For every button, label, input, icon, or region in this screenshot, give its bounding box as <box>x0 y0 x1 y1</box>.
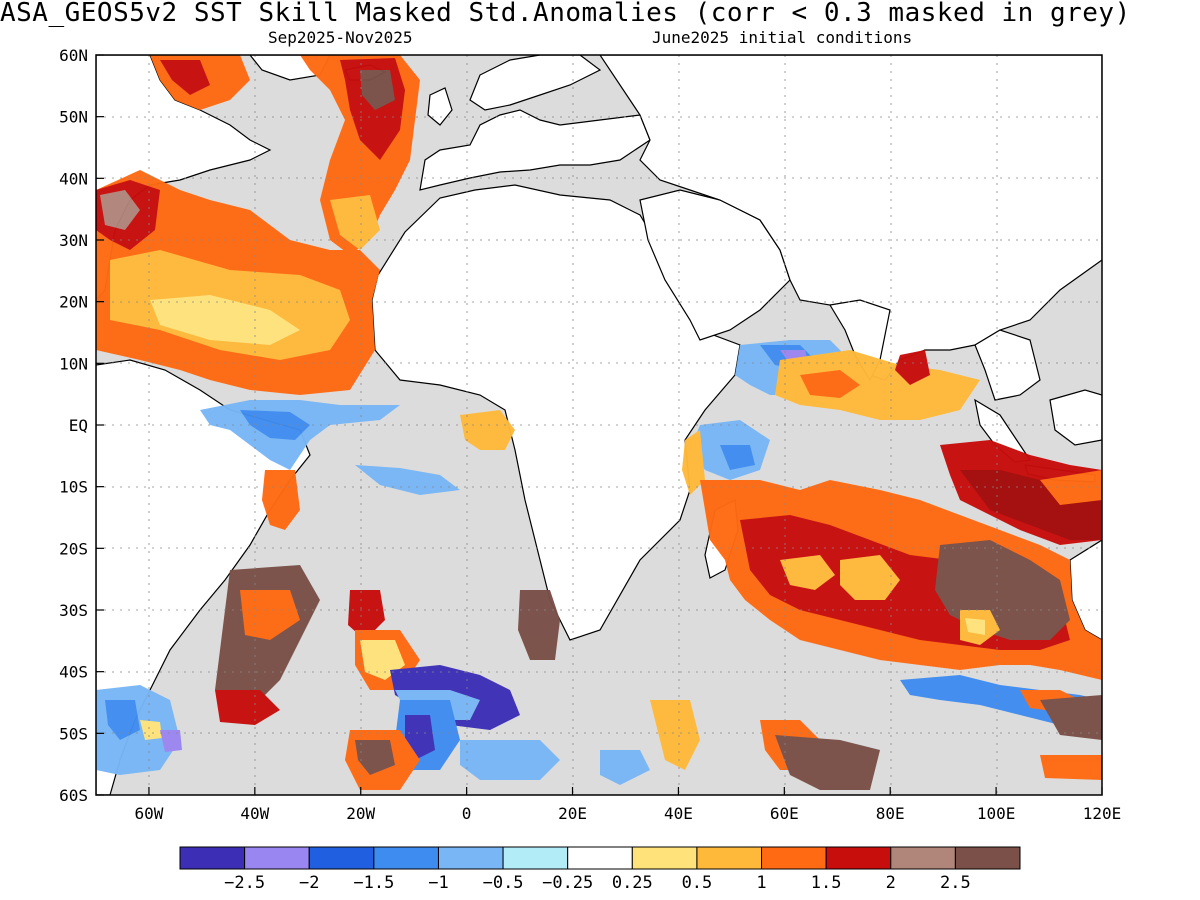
lat-tick-label: 60N <box>59 46 88 65</box>
colorbar-label: −2 <box>299 873 319 893</box>
colorbar-label: −0.5 <box>483 873 524 893</box>
lat-tick-label: 10N <box>59 354 88 373</box>
lat-tick-label: 50S <box>59 724 88 743</box>
colorbar: −2.5 −2 −1.5 −1 −0.5 −0.25 0.25 0.5 1 1.5 2 2.5 <box>179 846 1021 893</box>
lon-tick-label: 40W <box>240 804 269 823</box>
colorbar-swatch <box>567 846 633 870</box>
lat-tick-label: EQ <box>69 416 88 435</box>
lat-tick-label: 40N <box>59 169 88 188</box>
anomaly-patches <box>96 55 1102 790</box>
lat-tick-label: 60S <box>59 786 88 805</box>
colorbar-swatch <box>244 846 310 870</box>
lat-tick-label: 30S <box>59 601 88 620</box>
land <box>96 55 1102 795</box>
longitude-axis: 60W 40W 20W 0 20E 40E 60E 80E 100E 120E <box>134 787 1121 823</box>
lat-tick-label: 20S <box>59 539 88 558</box>
lon-tick-label: 20W <box>346 804 375 823</box>
colorbar-swatch <box>696 846 763 870</box>
lat-tick-label: 20N <box>59 293 88 312</box>
lat-tick-label: 10S <box>59 478 88 497</box>
colorbar-swatch <box>954 846 1021 870</box>
colorbar-label: 1.5 <box>811 873 842 893</box>
map-title: ASA_GEOS5v2 SST Skill Masked Std.Anomali… <box>0 0 1131 28</box>
colorbar-swatch <box>761 846 827 870</box>
lon-tick-label: 60W <box>134 804 163 823</box>
colorbar-swatch <box>890 846 956 870</box>
lon-tick-label: 60E <box>770 804 799 823</box>
gridlines <box>96 55 1102 795</box>
colorbar-swatch <box>308 846 375 870</box>
colorbar-label: −2.5 <box>224 873 265 893</box>
colorbar-label: 1 <box>756 873 766 893</box>
lat-tick-label: 50N <box>59 108 88 127</box>
colorbar-swatch <box>373 846 439 870</box>
colorbar-swatch <box>179 846 246 870</box>
initial-conditions: June2025 initial conditions <box>652 28 913 47</box>
colorbar-swatch <box>825 846 892 870</box>
colorbar-label: −1 <box>428 873 448 893</box>
lon-tick-label: 20E <box>558 804 587 823</box>
colorbar-swatch <box>631 846 698 870</box>
forecast-period: Sep2025-Nov2025 <box>268 28 413 47</box>
lon-tick-label: 80E <box>876 804 905 823</box>
lon-tick-label: 40E <box>664 804 693 823</box>
latitude-axis: 60N 50N 40N 30N 20N 10N EQ 10S 20S 30S 40S 50S 60S <box>59 46 104 805</box>
colorbar-label: 2.5 <box>940 873 971 893</box>
colorbar-label: 0.25 <box>612 873 653 893</box>
colorbar-label: 2 <box>886 873 896 893</box>
lon-tick-label: 120E <box>1083 804 1122 823</box>
colorbar-label: 0.5 <box>682 873 713 893</box>
colorbar-label: −0.25 <box>542 873 593 893</box>
lon-tick-label: 0 <box>462 804 472 823</box>
colorbar-swatch <box>502 846 569 870</box>
colorbar-label: −1.5 <box>353 873 394 893</box>
colorbar-swatch <box>437 846 504 870</box>
lat-tick-label: 30N <box>59 231 88 250</box>
lon-tick-label: 100E <box>977 804 1016 823</box>
lat-tick-label: 40S <box>59 663 88 682</box>
